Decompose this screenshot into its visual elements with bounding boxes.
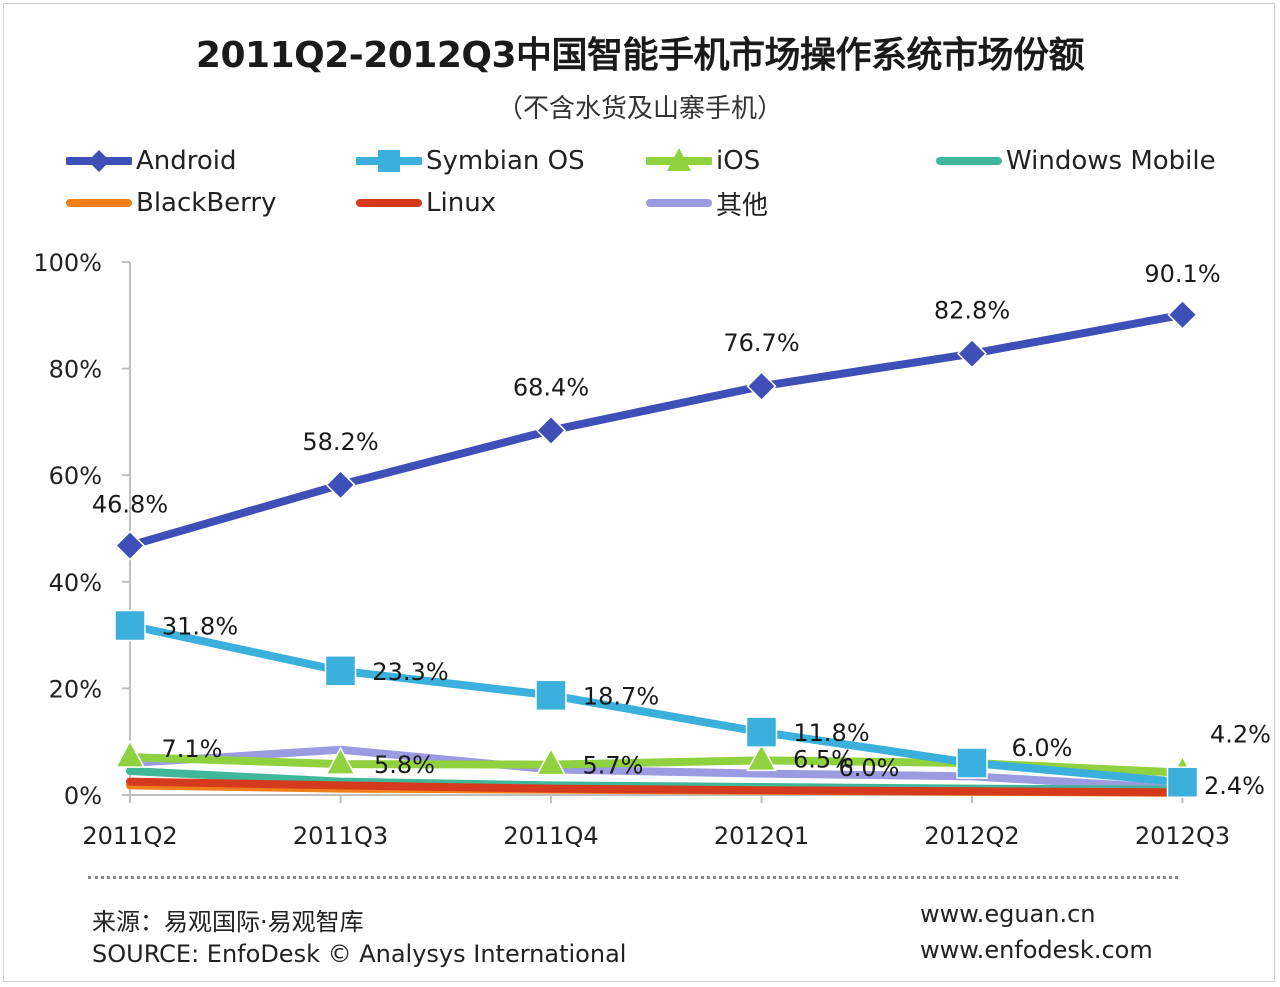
x-tick-label: 2012Q2 xyxy=(924,822,1019,850)
series-line xyxy=(126,745,1187,793)
chart-title: 2011Q2-2012Q3中国智能手机市场操作系统市场份额 xyxy=(195,35,1085,76)
x-tick-label: 2012Q1 xyxy=(714,822,809,850)
data-label: 68.4% xyxy=(513,373,589,401)
data-point xyxy=(1167,299,1198,330)
data-point xyxy=(1166,766,1199,798)
data-point xyxy=(114,609,146,642)
data-label: 76.7% xyxy=(723,329,799,357)
legend-swatch-symbian xyxy=(356,150,422,172)
x-tick-label: 2011Q4 xyxy=(503,822,598,850)
series-line xyxy=(126,621,1187,787)
legend-label-blackberry: BlackBerry xyxy=(136,188,277,218)
legend-label-linux: Linux xyxy=(426,188,497,218)
data-point xyxy=(535,747,567,776)
data-label: 18.7% xyxy=(583,682,659,710)
legend-swatch-blackberry xyxy=(66,199,132,207)
data-point xyxy=(746,371,777,402)
data-label: 6.0% xyxy=(1012,734,1073,762)
chart-frame xyxy=(3,3,1275,982)
legend-label-windows-mobile: Windows Mobile xyxy=(1006,146,1216,176)
data-label: 31.8% xyxy=(162,613,238,641)
y-tick-label: 0% xyxy=(64,782,102,810)
data-label: 6.0% xyxy=(839,754,900,782)
y-tick-label: 100% xyxy=(33,249,102,277)
legend-item-windows-mobile: Windows Mobile xyxy=(936,144,1216,178)
legend-swatch-linux xyxy=(356,199,422,207)
legend-item-android: Android xyxy=(66,144,237,178)
x-tick-label: 2012Q3 xyxy=(1135,822,1230,850)
source-cn: 来源：易观国际·易观智库 xyxy=(92,908,364,936)
source-url-eguan: www.eguan.cn xyxy=(920,900,1096,928)
data-point xyxy=(325,746,356,775)
data-point xyxy=(114,530,146,561)
data-label: 4.2% xyxy=(1210,721,1271,749)
chart-subtitle: （不含水货及山寨手机） xyxy=(496,94,783,124)
data-label: 5.8% xyxy=(374,751,435,779)
data-label: 58.2% xyxy=(302,428,378,456)
data-label: 90.1% xyxy=(1144,260,1220,288)
legend-item-symbian: Symbian OS xyxy=(356,144,585,178)
y-tick-label: 40% xyxy=(49,569,102,597)
legend-swatch-ios xyxy=(646,148,712,171)
data-label: 46.8% xyxy=(92,491,168,519)
data-label: 7.1% xyxy=(162,735,223,763)
series-line xyxy=(126,310,1187,550)
source-en: SOURCE: EnfoDesk © Analysys Internationa… xyxy=(92,940,627,968)
legend-item-other: 其他 xyxy=(646,186,769,221)
legend-item-ios: iOS xyxy=(646,144,760,178)
legend-swatch-other xyxy=(646,199,712,207)
data-point xyxy=(114,739,146,768)
legend-label-symbian: Symbian OS xyxy=(426,146,585,176)
data-label: 23.3% xyxy=(372,658,448,686)
data-point xyxy=(956,338,988,369)
data-point xyxy=(324,655,357,687)
legend-item-linux: Linux xyxy=(356,186,496,220)
data-label: 6.5% xyxy=(793,745,854,773)
data-point xyxy=(745,716,778,748)
legend-label-android: Android xyxy=(136,146,237,176)
footer-divider xyxy=(88,876,1178,879)
y-tick-label: 20% xyxy=(49,675,102,703)
data-point xyxy=(956,747,988,779)
legend-swatch-android xyxy=(66,150,132,172)
data-label: 2.4% xyxy=(1204,772,1265,800)
x-tick-label: 2011Q3 xyxy=(293,822,388,850)
x-tick-label: 2011Q2 xyxy=(82,822,177,850)
y-tick-label: 80% xyxy=(49,356,102,384)
data-label: 11.8% xyxy=(793,719,869,747)
legend-label-ios: iOS xyxy=(716,146,761,176)
data-point xyxy=(535,415,567,446)
legend-item-blackberry: BlackBerry xyxy=(66,186,277,220)
source-url-enfodesk: www.enfodesk.com xyxy=(920,936,1153,964)
data-point xyxy=(325,469,356,500)
series-line xyxy=(126,777,1187,797)
data-label: 82.8% xyxy=(934,297,1010,325)
data-label: 5.7% xyxy=(583,752,644,780)
y-tick-label: 60% xyxy=(49,462,102,490)
legend-swatch-windows-mobile xyxy=(936,157,1002,165)
legend-label-other: 其他 xyxy=(716,190,769,221)
data-point xyxy=(746,742,777,772)
data-point xyxy=(535,679,567,712)
